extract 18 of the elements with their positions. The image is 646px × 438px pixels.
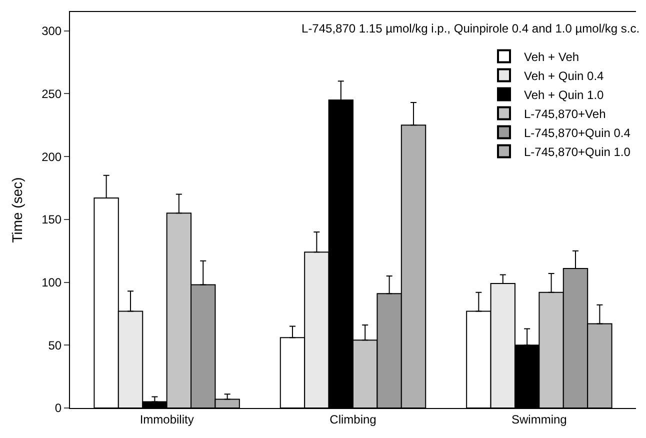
text: L-745,870 1.15 µmol/kg i.p., Quinpirole 0.4 and 1.0 µmol/kg s.c. [302, 21, 640, 36]
legend-label: L-745,870+Quin 1.0 [524, 144, 631, 159]
legend-label: Veh + Quin 0.4 [524, 68, 604, 83]
y-tick-label: 50 [48, 338, 62, 352]
x-tick-label: Climbing [330, 412, 376, 426]
y-axis-title: Time (sec) [9, 177, 26, 243]
x-tick-label: Immobility [140, 412, 194, 426]
legend-label: L-745,870+Veh [524, 106, 606, 121]
legend-label: L-745,870+Quin 0.4 [524, 126, 631, 140]
legend-label: Veh + Quin 1.0 [524, 88, 604, 102]
y-tick-label: 150 [42, 212, 62, 227]
y-tick-label: 100 [42, 275, 62, 290]
x-tick-label: Swimming [512, 412, 567, 426]
legend-label: Veh + Veh [524, 50, 580, 64]
y-tick-label: 200 [42, 150, 62, 164]
y-tick-label: 0 [54, 401, 62, 416]
y-tick-label: 300 [42, 24, 62, 38]
y-tick-label: 250 [42, 86, 62, 101]
